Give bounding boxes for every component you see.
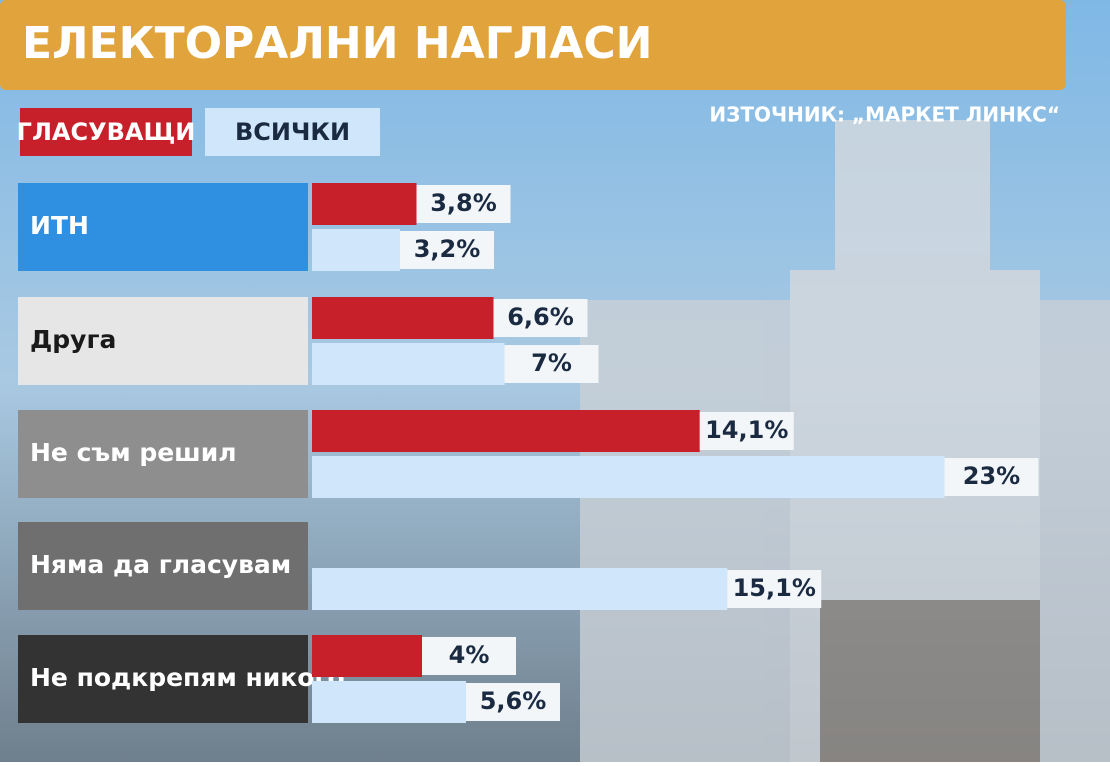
value-label: 3,2% [414,235,481,263]
value-label-box [493,299,588,337]
source: ИЗТОЧНИК: „МАРКЕТ ЛИНКС“ [709,103,1060,127]
value-label: 6,6% [507,303,574,331]
legend-swatch [20,108,192,156]
bar [312,343,505,385]
bar [312,297,494,339]
value-label-box [416,185,511,223]
value-label: 15,1% [733,574,816,602]
value-label: 5,6% [480,687,547,715]
value-label: 4% [449,641,490,669]
category-label: Не съм решил [30,438,237,467]
value-label: 3,8% [430,189,497,217]
value-label-box [504,345,599,383]
bar [312,183,417,225]
value-label-box [944,458,1039,496]
chart-title: ЕЛЕКТОРАЛНИ НАГЛАСИ [22,18,652,69]
bar [312,681,466,723]
building [580,120,1110,762]
value-label-box [727,570,822,608]
value-label-box [466,683,560,721]
category-label: ИТН [30,211,89,240]
category-box [18,183,308,271]
value-label: 14,1% [705,416,788,444]
title-bar [0,0,1066,90]
bar [312,456,945,498]
value-label: 7% [531,349,572,377]
category-label: Друга [30,325,116,354]
value-label-box [400,231,494,269]
category-box [18,635,308,723]
legend: ГЛАСУВАЩИ ВСИЧКИ [17,108,380,156]
bar [312,635,422,677]
value-label: 23% [963,462,1020,490]
category-box [18,297,308,385]
category-label: Не подкрепям никого [30,663,345,692]
category-label: Няма да гласувам [30,550,291,579]
bar [312,410,700,452]
bar [312,568,728,610]
bar [312,229,400,271]
legend-label: ВСИЧКИ [235,118,350,146]
legend-label: ГЛАСУВАЩИ [17,118,196,146]
category-box [18,410,308,498]
legend-swatch [205,108,380,156]
category-box [18,522,308,610]
value-label-box [422,637,516,675]
value-label-box [699,412,794,450]
plot: ИТН 3,8% 3,2% Друга 6,6% 7% Не съм решил 14,1% 2… [18,183,1039,723]
